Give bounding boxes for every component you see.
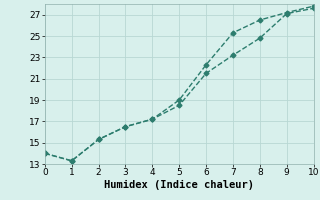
X-axis label: Humidex (Indice chaleur): Humidex (Indice chaleur) bbox=[104, 180, 254, 190]
